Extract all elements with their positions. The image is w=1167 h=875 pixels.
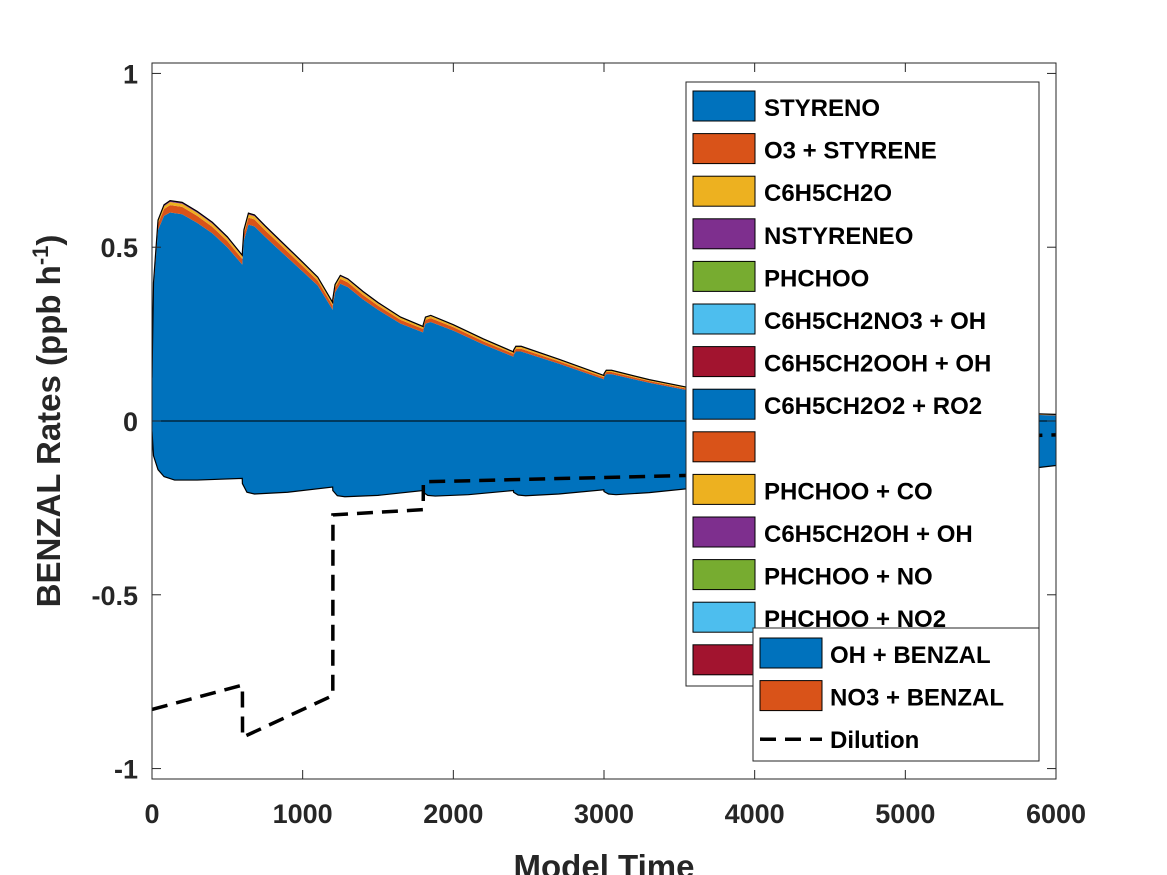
legend-main-swatch: [692, 388, 756, 420]
y-axis-label-superscript: -1: [28, 246, 53, 266]
axis-ticks: 0 1000 2000 3000 4000 5000 6000 -1 -0.5 0 0.5 1: [91, 59, 1086, 829]
legend-main-label: PHCHOO + CO: [764, 478, 933, 505]
legend-main-swatch: [692, 601, 756, 633]
x-tick-label: 4000: [725, 799, 785, 829]
y-axis-label-main: BENZAL Rates (ppb h: [30, 265, 67, 607]
x-tick-label: 5000: [875, 799, 935, 829]
production-area-styreno: [152, 212, 1056, 421]
legend-loss-swatch: [759, 680, 823, 712]
legend-main-swatch: [692, 346, 756, 378]
x-tick-label: 2000: [423, 799, 483, 829]
legend-loss-label: Dilution: [830, 727, 919, 754]
legend-main-label: C6H5CH2O: [764, 180, 892, 207]
legend-main-label: O3 + STYRENE: [764, 138, 937, 165]
y-tick-label: 1: [123, 59, 138, 89]
legend-main-swatch: [692, 644, 756, 676]
y-tick-label: -0.5: [91, 581, 138, 611]
x-tick-label: 0: [144, 799, 159, 829]
y-tick-label: 0.5: [100, 233, 138, 263]
legend-main-label: NSTYRENEO: [764, 223, 913, 250]
legend-main-label: PHCHOO + NO: [764, 564, 933, 591]
legend-main-swatch: [692, 260, 756, 292]
legend-main-label: PHCHOO: [764, 265, 869, 292]
legend-main-swatch: [692, 516, 756, 548]
legend-main-swatch: [692, 218, 756, 250]
x-axis-label: Model Time: [514, 848, 695, 875]
legend-main-box: [685, 81, 1040, 687]
legend-main-swatch: [692, 559, 756, 591]
legend-main-swatch: [692, 90, 756, 122]
legend-main: STYRENO O3 + STYRENE C6H5CH2O NSTYRENEO PHCH…: [685, 81, 1040, 687]
x-tick-label: 6000: [1026, 799, 1086, 829]
y-tick-label: -1: [114, 755, 138, 785]
legend-loss-label: NO3 + BENZAL: [830, 685, 1004, 712]
legend-main-swatch: [692, 175, 756, 207]
y-tick-label: 0: [123, 407, 138, 437]
x-tick-label: 3000: [574, 799, 634, 829]
legend-loss-swatch: [759, 637, 823, 669]
legend-main-label: C6H5CH2OOH + OH: [764, 351, 991, 378]
legend-main-label: STYRENO: [764, 95, 880, 122]
legend-main-label: C6H5CH2OH + OH: [764, 521, 973, 548]
legend-loss-label: OH + BENZAL: [830, 642, 991, 669]
legend-main-swatch: [692, 473, 756, 505]
legend-loss: OH + BENZAL NO3 + BENZAL Dilution: [752, 627, 1040, 762]
y-axis-label-end: ): [30, 235, 67, 246]
legend-main-label: C6H5CH2NO3 + OH: [764, 308, 986, 335]
legend-main-swatch: [692, 431, 756, 463]
dilution-line: [152, 433, 1056, 741]
legend-main-label: C6H5CH2O2 + RO2: [764, 393, 982, 420]
legend-main-swatch: [692, 303, 756, 335]
x-tick-label: 1000: [273, 799, 333, 829]
legend-main-swatch: [692, 133, 756, 165]
y-axis-label: BENZAL Rates (ppb h-1): [28, 235, 67, 608]
